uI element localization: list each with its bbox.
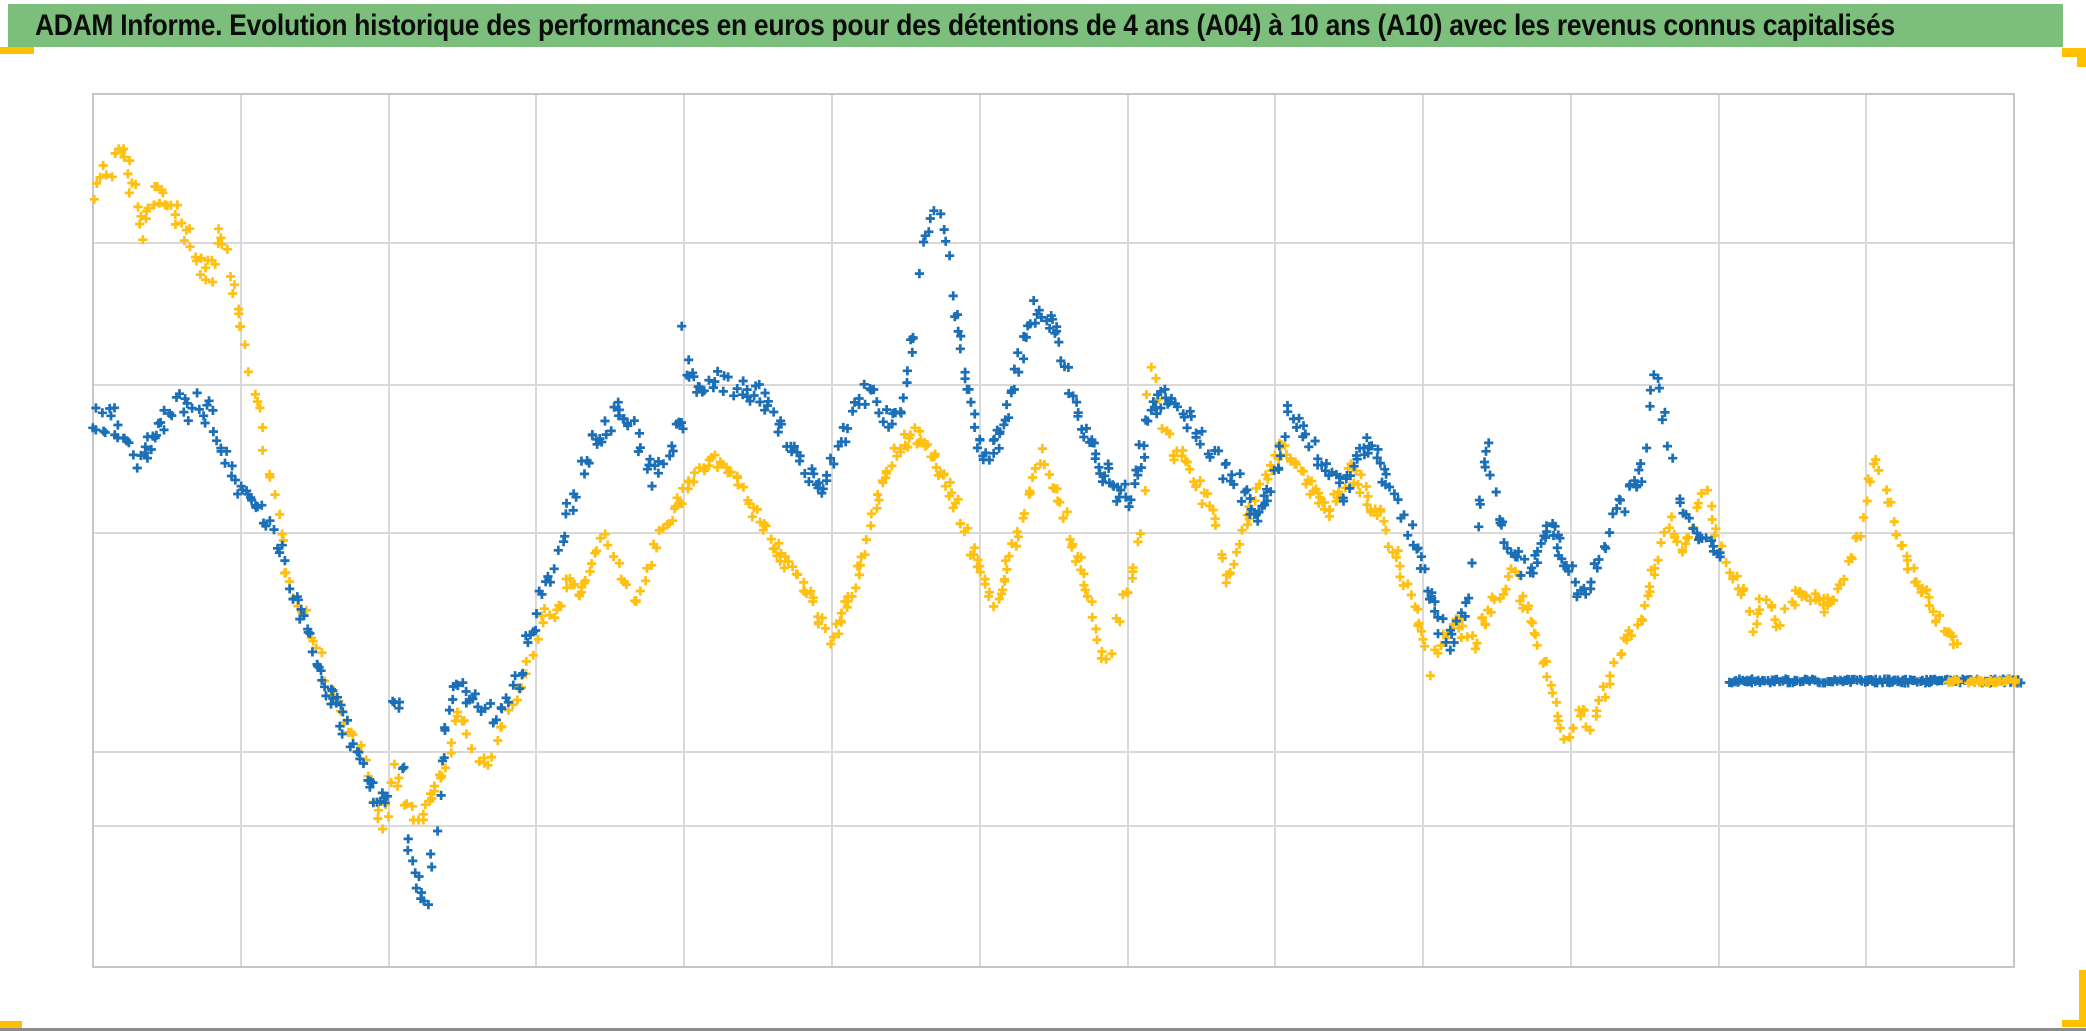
series-a10-markers (89, 144, 1962, 834)
accent-top-right-corner (2062, 48, 2086, 57)
gridlines (92, 93, 2015, 968)
accent-left-tab (0, 47, 34, 54)
series-a04-markers (88, 206, 1725, 910)
bottom-rule (0, 1028, 2086, 1031)
accent-bottom-right-corner-v (2079, 970, 2086, 1023)
accent-bottom-left (0, 1021, 22, 1029)
page-title: ADAM Informe. Evolution historique des p… (35, 8, 1895, 42)
scatter-series-layer (88, 144, 2026, 910)
title-bar: ADAM Informe. Evolution historique des p… (8, 4, 2063, 47)
series-a10-flat-markers (1943, 674, 2021, 688)
accent-top-right-corner-v (2077, 48, 2086, 67)
accent-bottom-right-corner (2062, 1020, 2086, 1027)
